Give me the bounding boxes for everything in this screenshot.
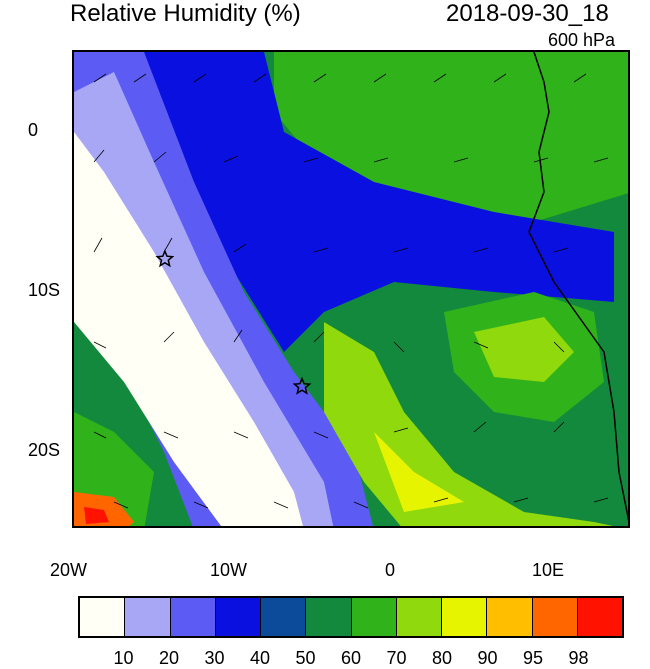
map-canvas	[74, 52, 628, 526]
colorbar-box-3	[215, 598, 261, 636]
humidity-region-20	[74, 72, 334, 526]
colorbar-label: 80	[431, 648, 453, 668]
star-marker-1	[155, 249, 175, 268]
humidity-region-40	[144, 52, 614, 352]
colorbar-label: 10	[113, 648, 134, 668]
colorbar-box-7	[396, 598, 442, 636]
humidity-map	[72, 50, 630, 528]
colorbar-label: 90	[477, 648, 498, 668]
colorbar-label: 30	[204, 648, 225, 668]
colorbar-label: 98	[568, 648, 589, 668]
colorbar-box-2	[170, 598, 216, 636]
humidity-region-90	[374, 432, 464, 512]
pressure-level: 600 hPa	[548, 30, 616, 50]
colorbar-box-8	[442, 598, 488, 636]
colorbar-box-5	[306, 598, 352, 636]
y-tick-20s: 20S	[28, 440, 61, 460]
colorbar-label: 70	[386, 648, 407, 668]
wind-barbs	[93, 73, 609, 509]
coastline	[528, 52, 628, 521]
colorbar-label: 95	[522, 648, 544, 668]
colorbar	[78, 596, 624, 638]
colorbar-box-9	[487, 598, 533, 636]
x-tick-0: 0	[385, 560, 396, 580]
colorbar-label: 40	[249, 648, 271, 668]
humidity-region-98	[84, 507, 109, 524]
x-tick-10e: 10E	[532, 560, 565, 580]
colorbar-box-11	[577, 598, 622, 636]
valid-datetime: 2018-09-30_18	[446, 0, 609, 27]
colorbar-label: 50	[295, 648, 316, 668]
colorbar-label: 20	[158, 648, 180, 668]
humidity-region-10	[74, 132, 303, 526]
map-title: Relative Humidity (%)	[70, 0, 301, 27]
humidity-region-80-loop	[474, 317, 574, 382]
colorbar-box-1	[125, 598, 171, 636]
x-tick-10w: 10W	[210, 560, 248, 580]
colorbar-label: 60	[340, 648, 362, 668]
star-marker-2	[292, 376, 312, 395]
colorbar-box-4	[261, 598, 307, 636]
colorbar-box-6	[351, 598, 397, 636]
y-tick-0: 0	[28, 120, 39, 140]
colorbar-box-10	[532, 598, 578, 636]
colorbar-box-0	[80, 598, 126, 636]
y-tick-10s: 10S	[28, 280, 61, 300]
x-tick-20w: 20W	[50, 560, 88, 580]
